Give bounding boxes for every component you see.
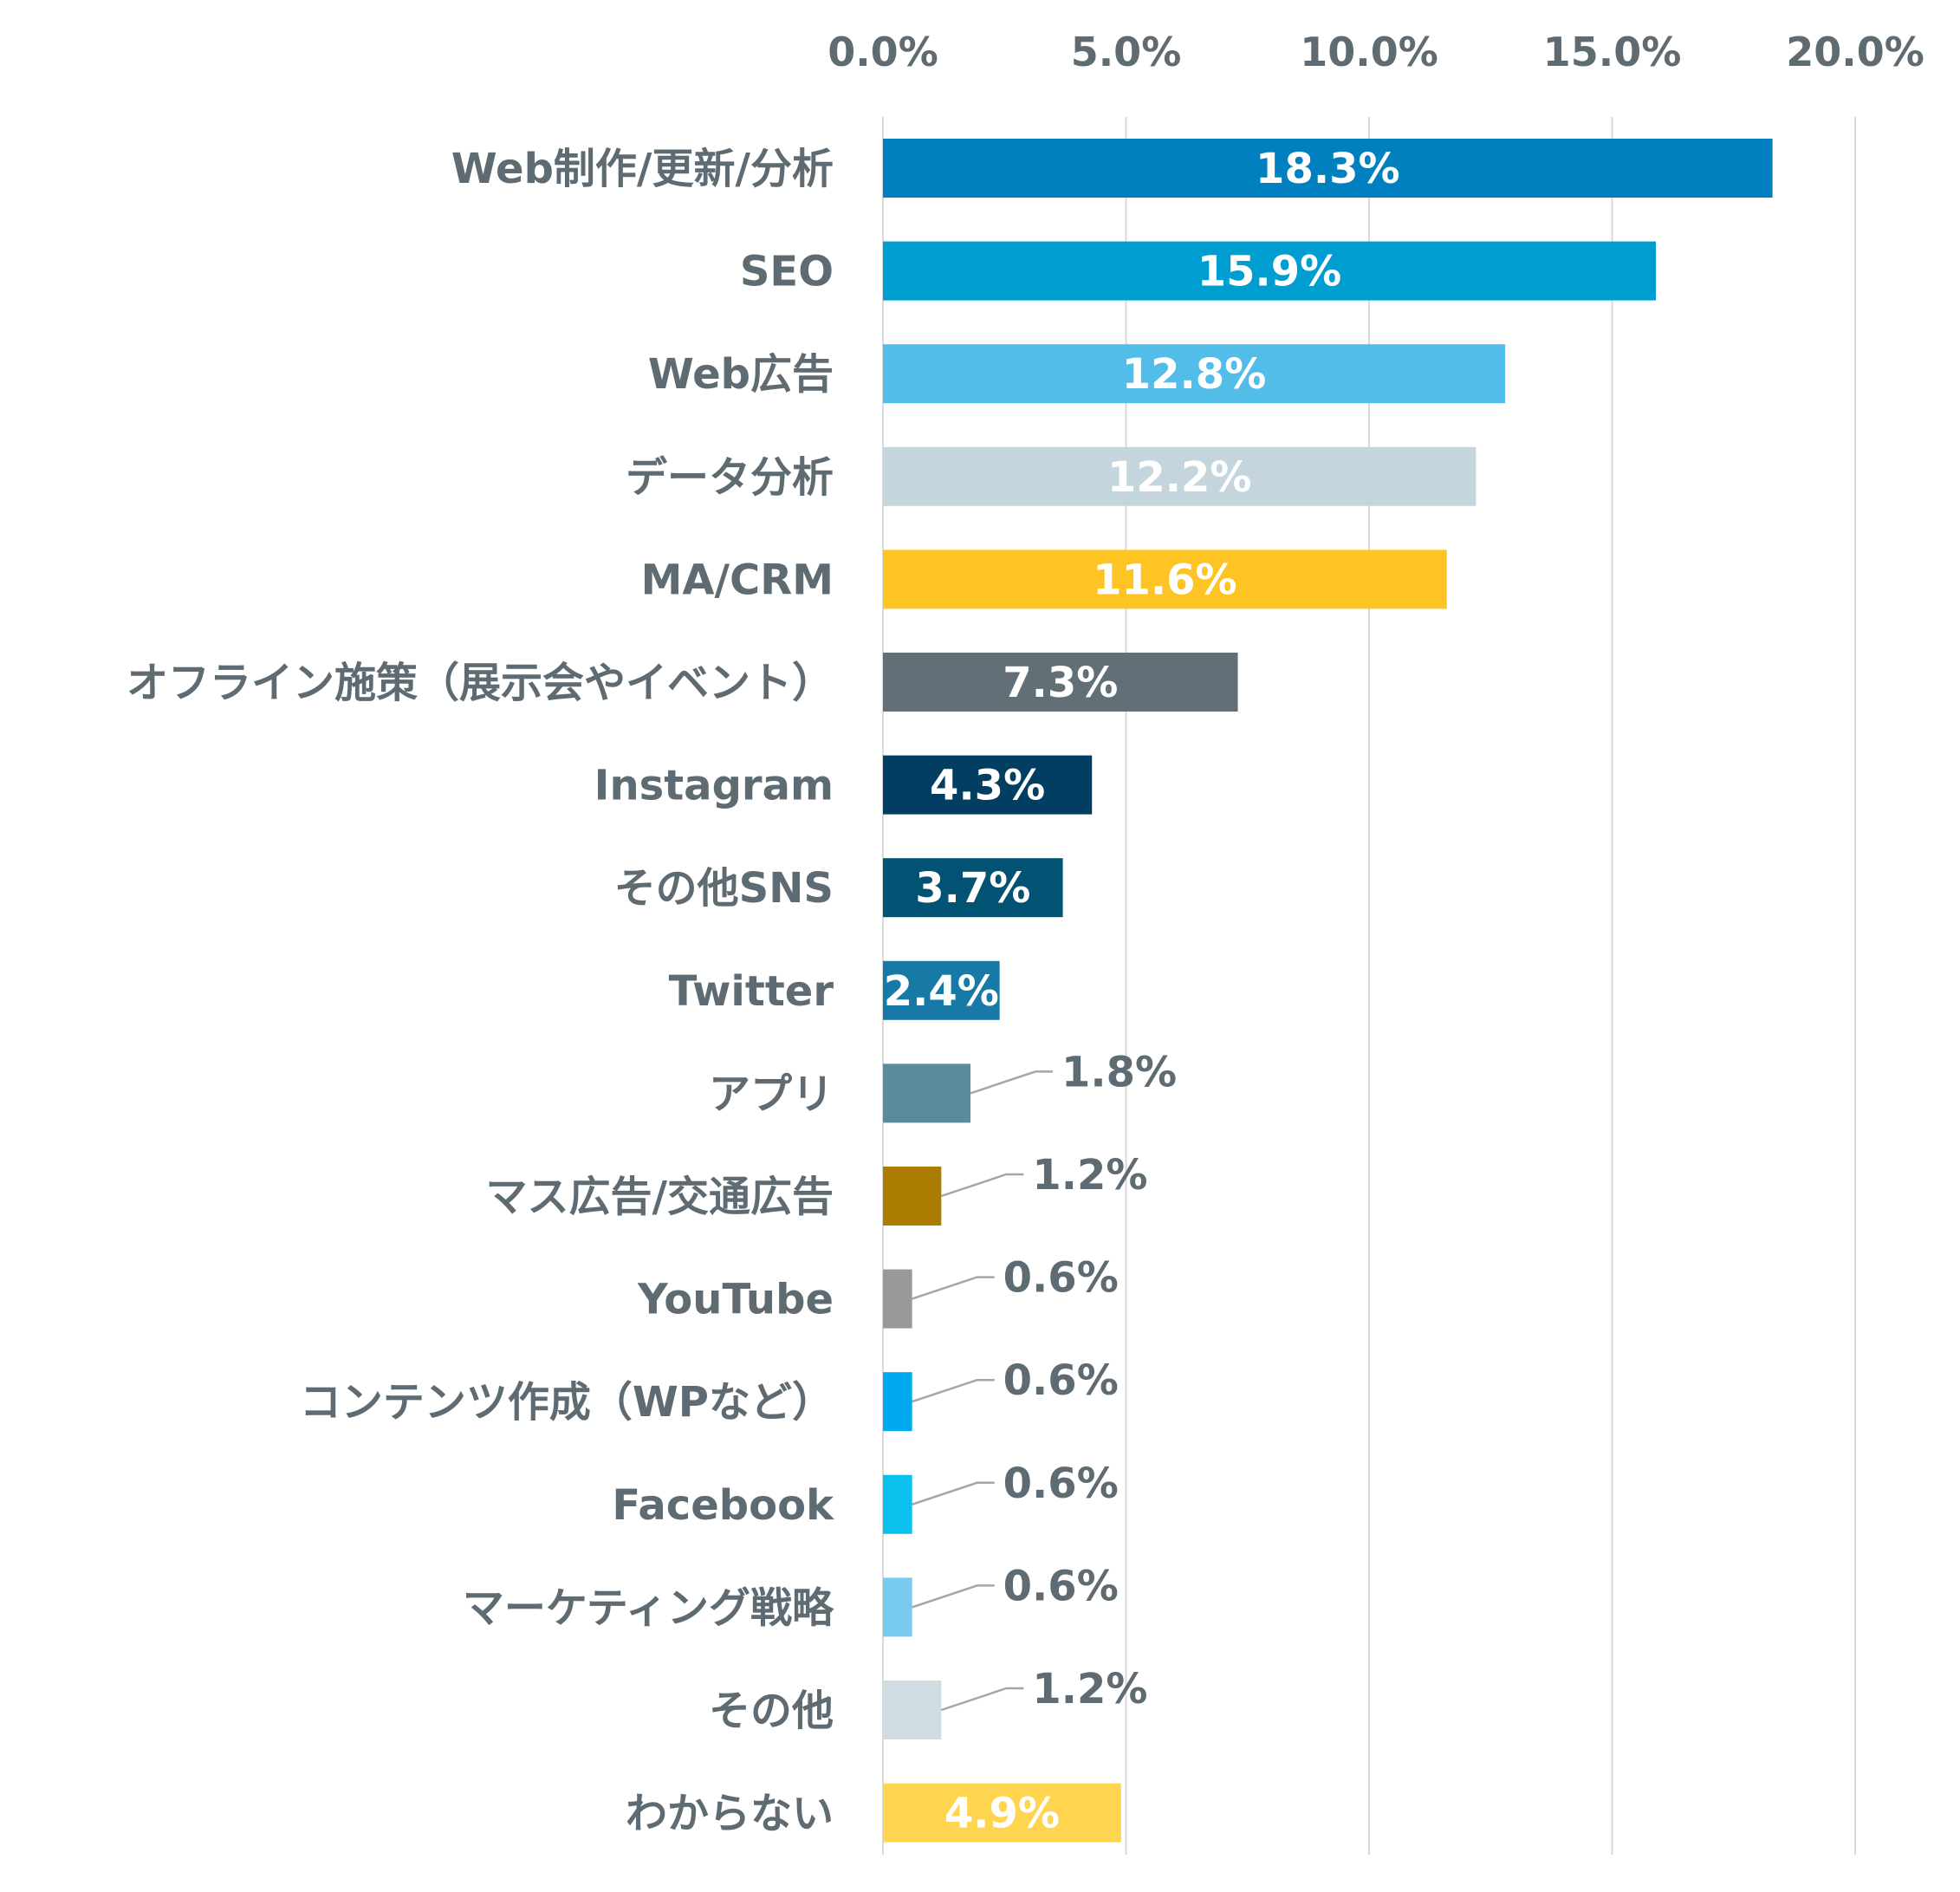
gridlines (882, 117, 1856, 1855)
data-label: 4.3% (930, 762, 1045, 810)
leader-line (940, 1173, 1024, 1198)
leader-line (912, 1481, 995, 1505)
category-label: Web広告 (648, 350, 834, 399)
leader-line (940, 1687, 1024, 1712)
data-label: 12.2% (1107, 453, 1252, 502)
leader-line (912, 1584, 995, 1609)
category-label: MA/CRM (641, 556, 834, 604)
data-label: 1.2% (1032, 1665, 1147, 1713)
data-label: 1.8% (1061, 1048, 1177, 1096)
bar (883, 1063, 970, 1123)
category-label: マーケティング戦略 (463, 1583, 834, 1632)
bar (883, 446, 1476, 506)
data-label: 4.9% (944, 1790, 1060, 1838)
data-label: 1.2% (1032, 1151, 1147, 1200)
bar (883, 1167, 942, 1226)
bar (883, 1783, 1121, 1843)
category-label: Instagram (594, 762, 834, 810)
category-label: Twitter (669, 967, 834, 1016)
category-label: その他 (709, 1687, 834, 1735)
data-label: 7.3% (1003, 659, 1118, 707)
bar (883, 1372, 912, 1432)
data-label: 0.6% (1003, 1460, 1119, 1508)
bar (883, 653, 1238, 712)
data-label: 2.4% (884, 967, 999, 1016)
category-label: データ分析 (626, 453, 834, 502)
bar (883, 344, 1506, 404)
bar (883, 1269, 912, 1329)
category-label: アプリ (709, 1070, 834, 1118)
category-label: マス広告/交通広告 (485, 1173, 834, 1221)
data-labels: 18.3% 15.9% 12.8% 12.2% 11.6% 7.3% 4.3% 3.7% 2.4… (884, 145, 1400, 1838)
category-label: SEO (740, 248, 834, 296)
category-label: Facebook (612, 1481, 834, 1530)
bar (883, 549, 1447, 609)
data-label: 0.6% (1003, 1254, 1119, 1303)
category-label: コンテンツ作成（WPなど） (300, 1378, 834, 1427)
x-tick-label: 5.0% (1071, 29, 1182, 75)
bar (883, 241, 1656, 301)
data-label: 11.6% (1093, 556, 1237, 604)
x-axis-ticks: 0.0% 5.0% 10.0% 15.0% 20.0% (827, 29, 1924, 75)
data-label: 15.9% (1197, 248, 1342, 296)
category-label: YouTube (637, 1276, 834, 1324)
bar (883, 755, 1093, 815)
bar (883, 1474, 912, 1534)
x-tick-label: 20.0% (1786, 29, 1924, 75)
leader-line (912, 1276, 995, 1300)
data-label: 12.8% (1122, 350, 1267, 399)
bar (883, 1681, 942, 1739)
bar (883, 858, 1063, 918)
data-label: 3.7% (915, 864, 1030, 913)
bar (883, 1577, 912, 1637)
category-label: オフライン施策（展示会やイベント） (127, 659, 834, 707)
leader-line (970, 1070, 1053, 1095)
bar (883, 960, 1000, 1020)
x-tick-label: 10.0% (1300, 29, 1438, 75)
data-label: 0.6% (1003, 1562, 1119, 1610)
category-label: Web制作/更新/分析 (451, 145, 834, 193)
data-label: 0.6% (1003, 1356, 1119, 1405)
x-tick-label: 0.0% (827, 29, 938, 75)
leader-line (912, 1378, 995, 1403)
bar (883, 139, 1773, 198)
category-label: わからない (626, 1790, 834, 1838)
bars (883, 139, 1773, 1843)
x-tick-label: 15.0% (1543, 29, 1682, 75)
data-label: 18.3% (1256, 145, 1400, 193)
category-label: その他SNS (614, 864, 834, 913)
